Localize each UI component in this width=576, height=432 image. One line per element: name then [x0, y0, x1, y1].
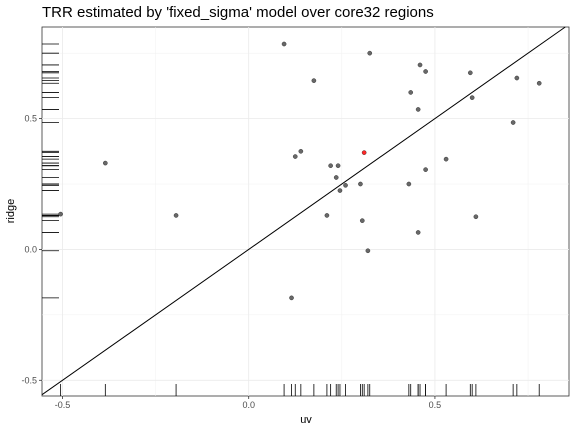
data-point: [328, 163, 333, 169]
data-point: [367, 50, 373, 56]
data-point: [173, 213, 179, 218]
x-tick-label: 0.0: [242, 400, 255, 410]
data-point: [324, 213, 330, 218]
data-point: [415, 230, 421, 235]
data-point: [335, 163, 341, 169]
data-points: [58, 41, 542, 301]
data-point: [473, 214, 479, 220]
rug-marks: [42, 43, 540, 396]
data-point: [281, 41, 287, 47]
axis-tick-labels: -0.5 0.0 0.5 -0.5 0.0 0.5: [21, 114, 441, 410]
data-point: [423, 167, 428, 172]
data-point: [337, 188, 343, 193]
data-point: [510, 120, 516, 125]
chart-title: TRR estimated by 'fixed_sigma' model ove…: [42, 4, 434, 21]
data-point: [333, 175, 339, 180]
data-point: [468, 70, 473, 76]
grid: [42, 27, 569, 396]
data-point: [365, 248, 371, 254]
data-point: [292, 154, 298, 159]
plot-panel: [41, 26, 570, 397]
y-tick-label: -0.5: [21, 375, 37, 385]
data-point: [423, 69, 428, 74]
data-point: [514, 75, 520, 81]
data-point: [343, 183, 348, 188]
data-point: [298, 149, 304, 154]
data-point: [408, 90, 414, 95]
data-point: [417, 62, 423, 68]
x-axis-title: uv: [300, 414, 312, 426]
x-tick-label: -0.5: [55, 400, 71, 410]
y-axis-title: ridge: [5, 199, 17, 223]
y-tick-label: 0.0: [24, 244, 37, 254]
data-point: [103, 160, 108, 166]
x-tick-label: 0.5: [429, 400, 442, 410]
data-point: [359, 218, 365, 223]
data-point: [358, 181, 363, 187]
data-point: [58, 211, 63, 217]
data-point: [406, 181, 412, 187]
axis-ticks: [39, 118, 436, 399]
data-point: [443, 156, 449, 162]
data-point: [361, 150, 367, 155]
identity-line: [41, 26, 566, 396]
data-point: [415, 107, 421, 112]
data-point: [289, 295, 294, 301]
data-point: [469, 95, 475, 100]
y-tick-label: 0.5: [24, 114, 37, 124]
data-point: [311, 78, 317, 83]
data-point: [536, 80, 542, 86]
